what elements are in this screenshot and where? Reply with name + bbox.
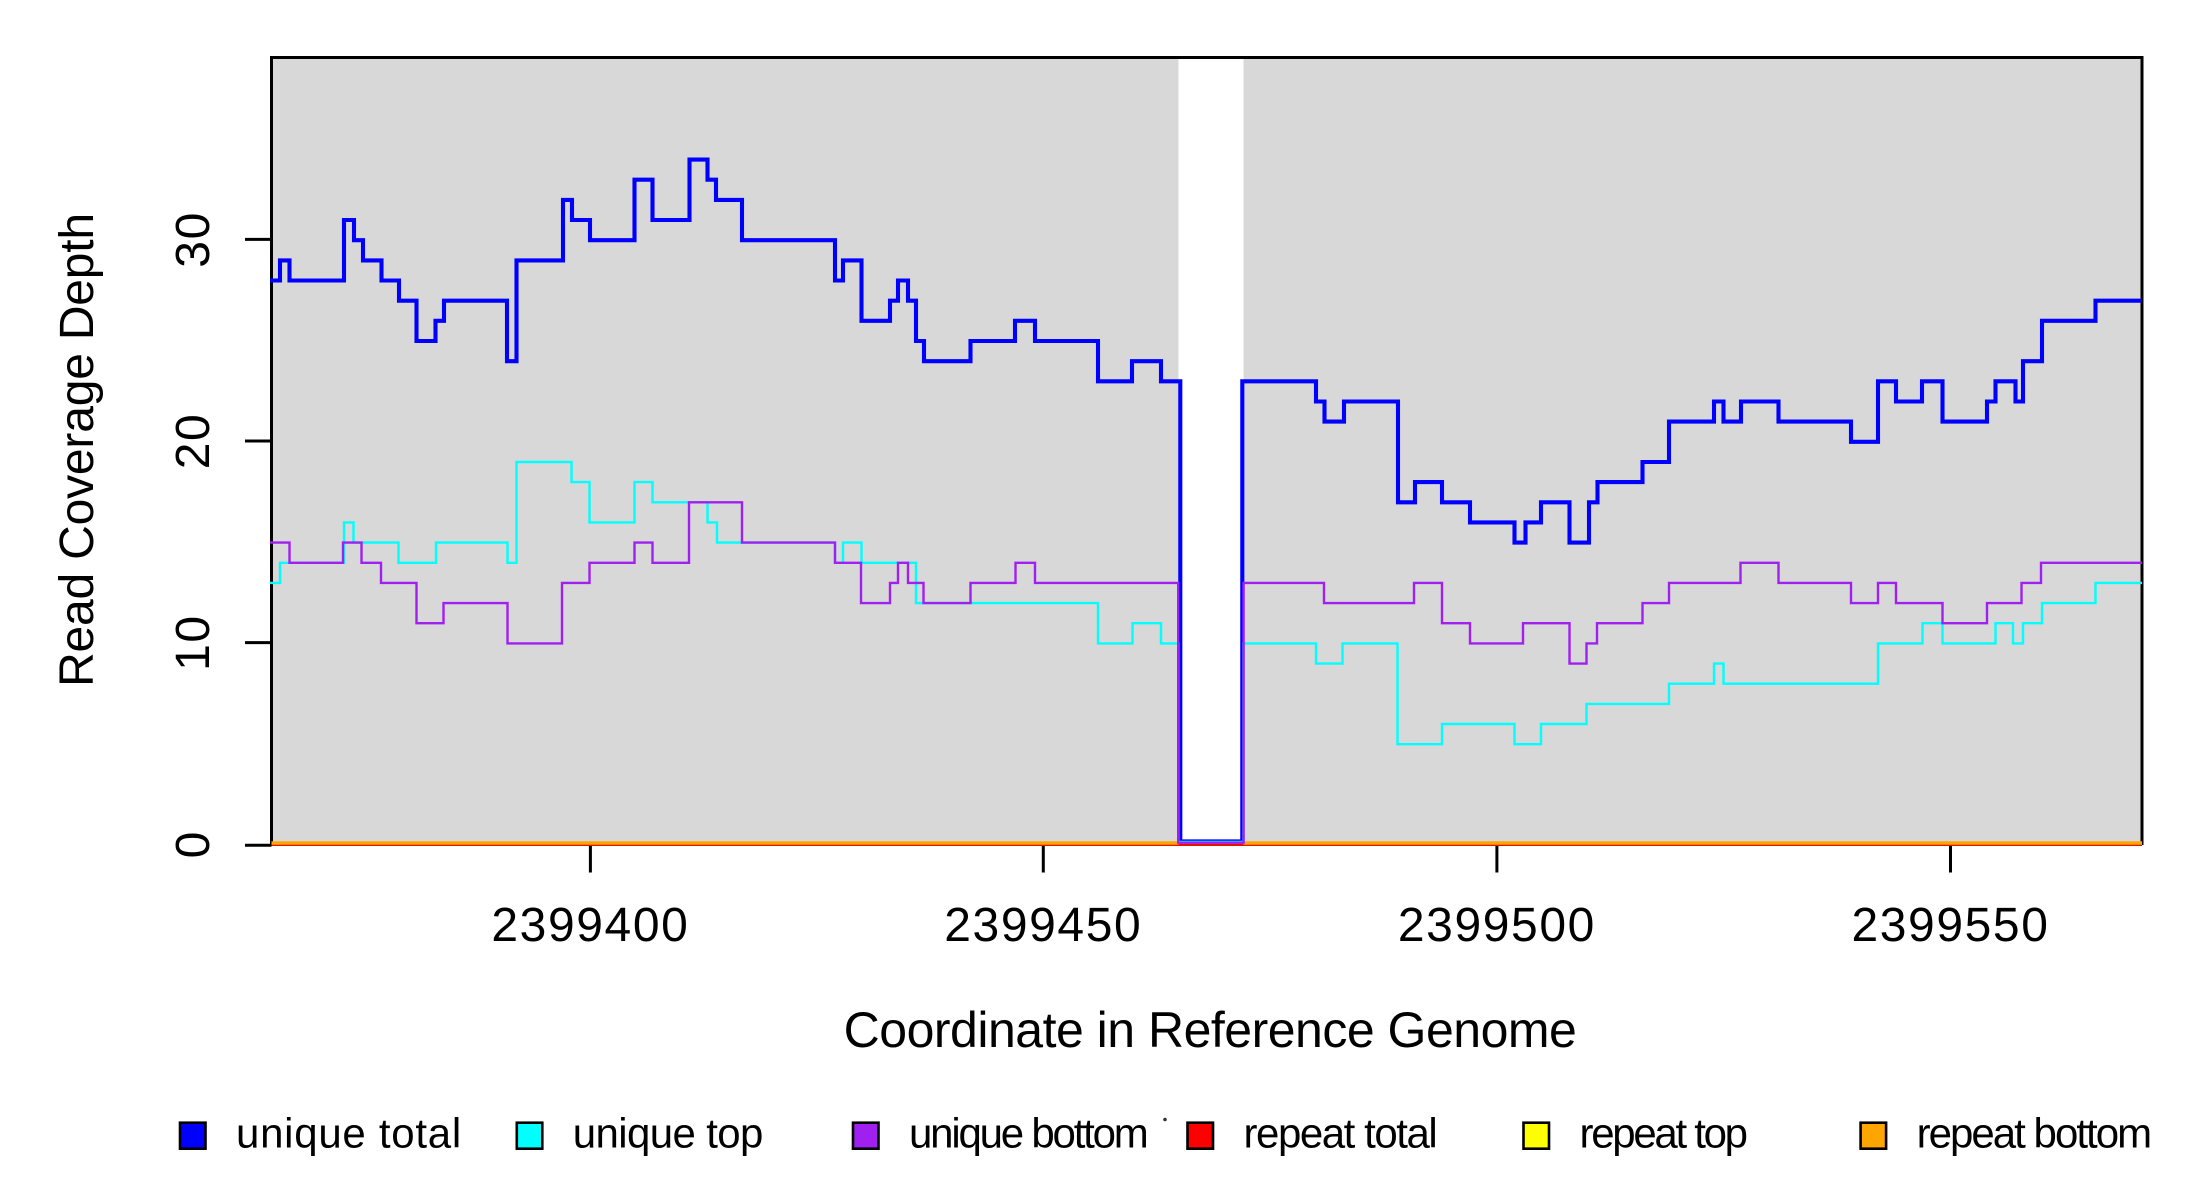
svg-text:Read Coverage Depth: Read Coverage Depth <box>51 213 104 687</box>
svg-text:0: 0 <box>167 830 220 858</box>
svg-text:unique total: unique total <box>236 1110 462 1157</box>
svg-text:repeat top: repeat top <box>1580 1110 1747 1157</box>
svg-text:repeat total: repeat total <box>1244 1110 1437 1157</box>
svg-text:2399550: 2399550 <box>1851 899 2049 952</box>
svg-text:2399450: 2399450 <box>944 899 1142 952</box>
svg-text:unique top: unique top <box>573 1110 763 1157</box>
svg-text:10: 10 <box>167 614 220 671</box>
svg-text:2399500: 2399500 <box>1398 899 1596 952</box>
svg-text:unique bottom: unique bottom <box>909 1110 1147 1157</box>
svg-text:2399400: 2399400 <box>491 899 689 952</box>
svg-text:Coordinate in Reference Genome: Coordinate in Reference Genome <box>844 1002 1577 1058</box>
svg-text:repeat bottom: repeat bottom <box>1917 1110 2151 1157</box>
svg-text:30: 30 <box>167 211 220 268</box>
svg-text:20: 20 <box>167 413 220 470</box>
